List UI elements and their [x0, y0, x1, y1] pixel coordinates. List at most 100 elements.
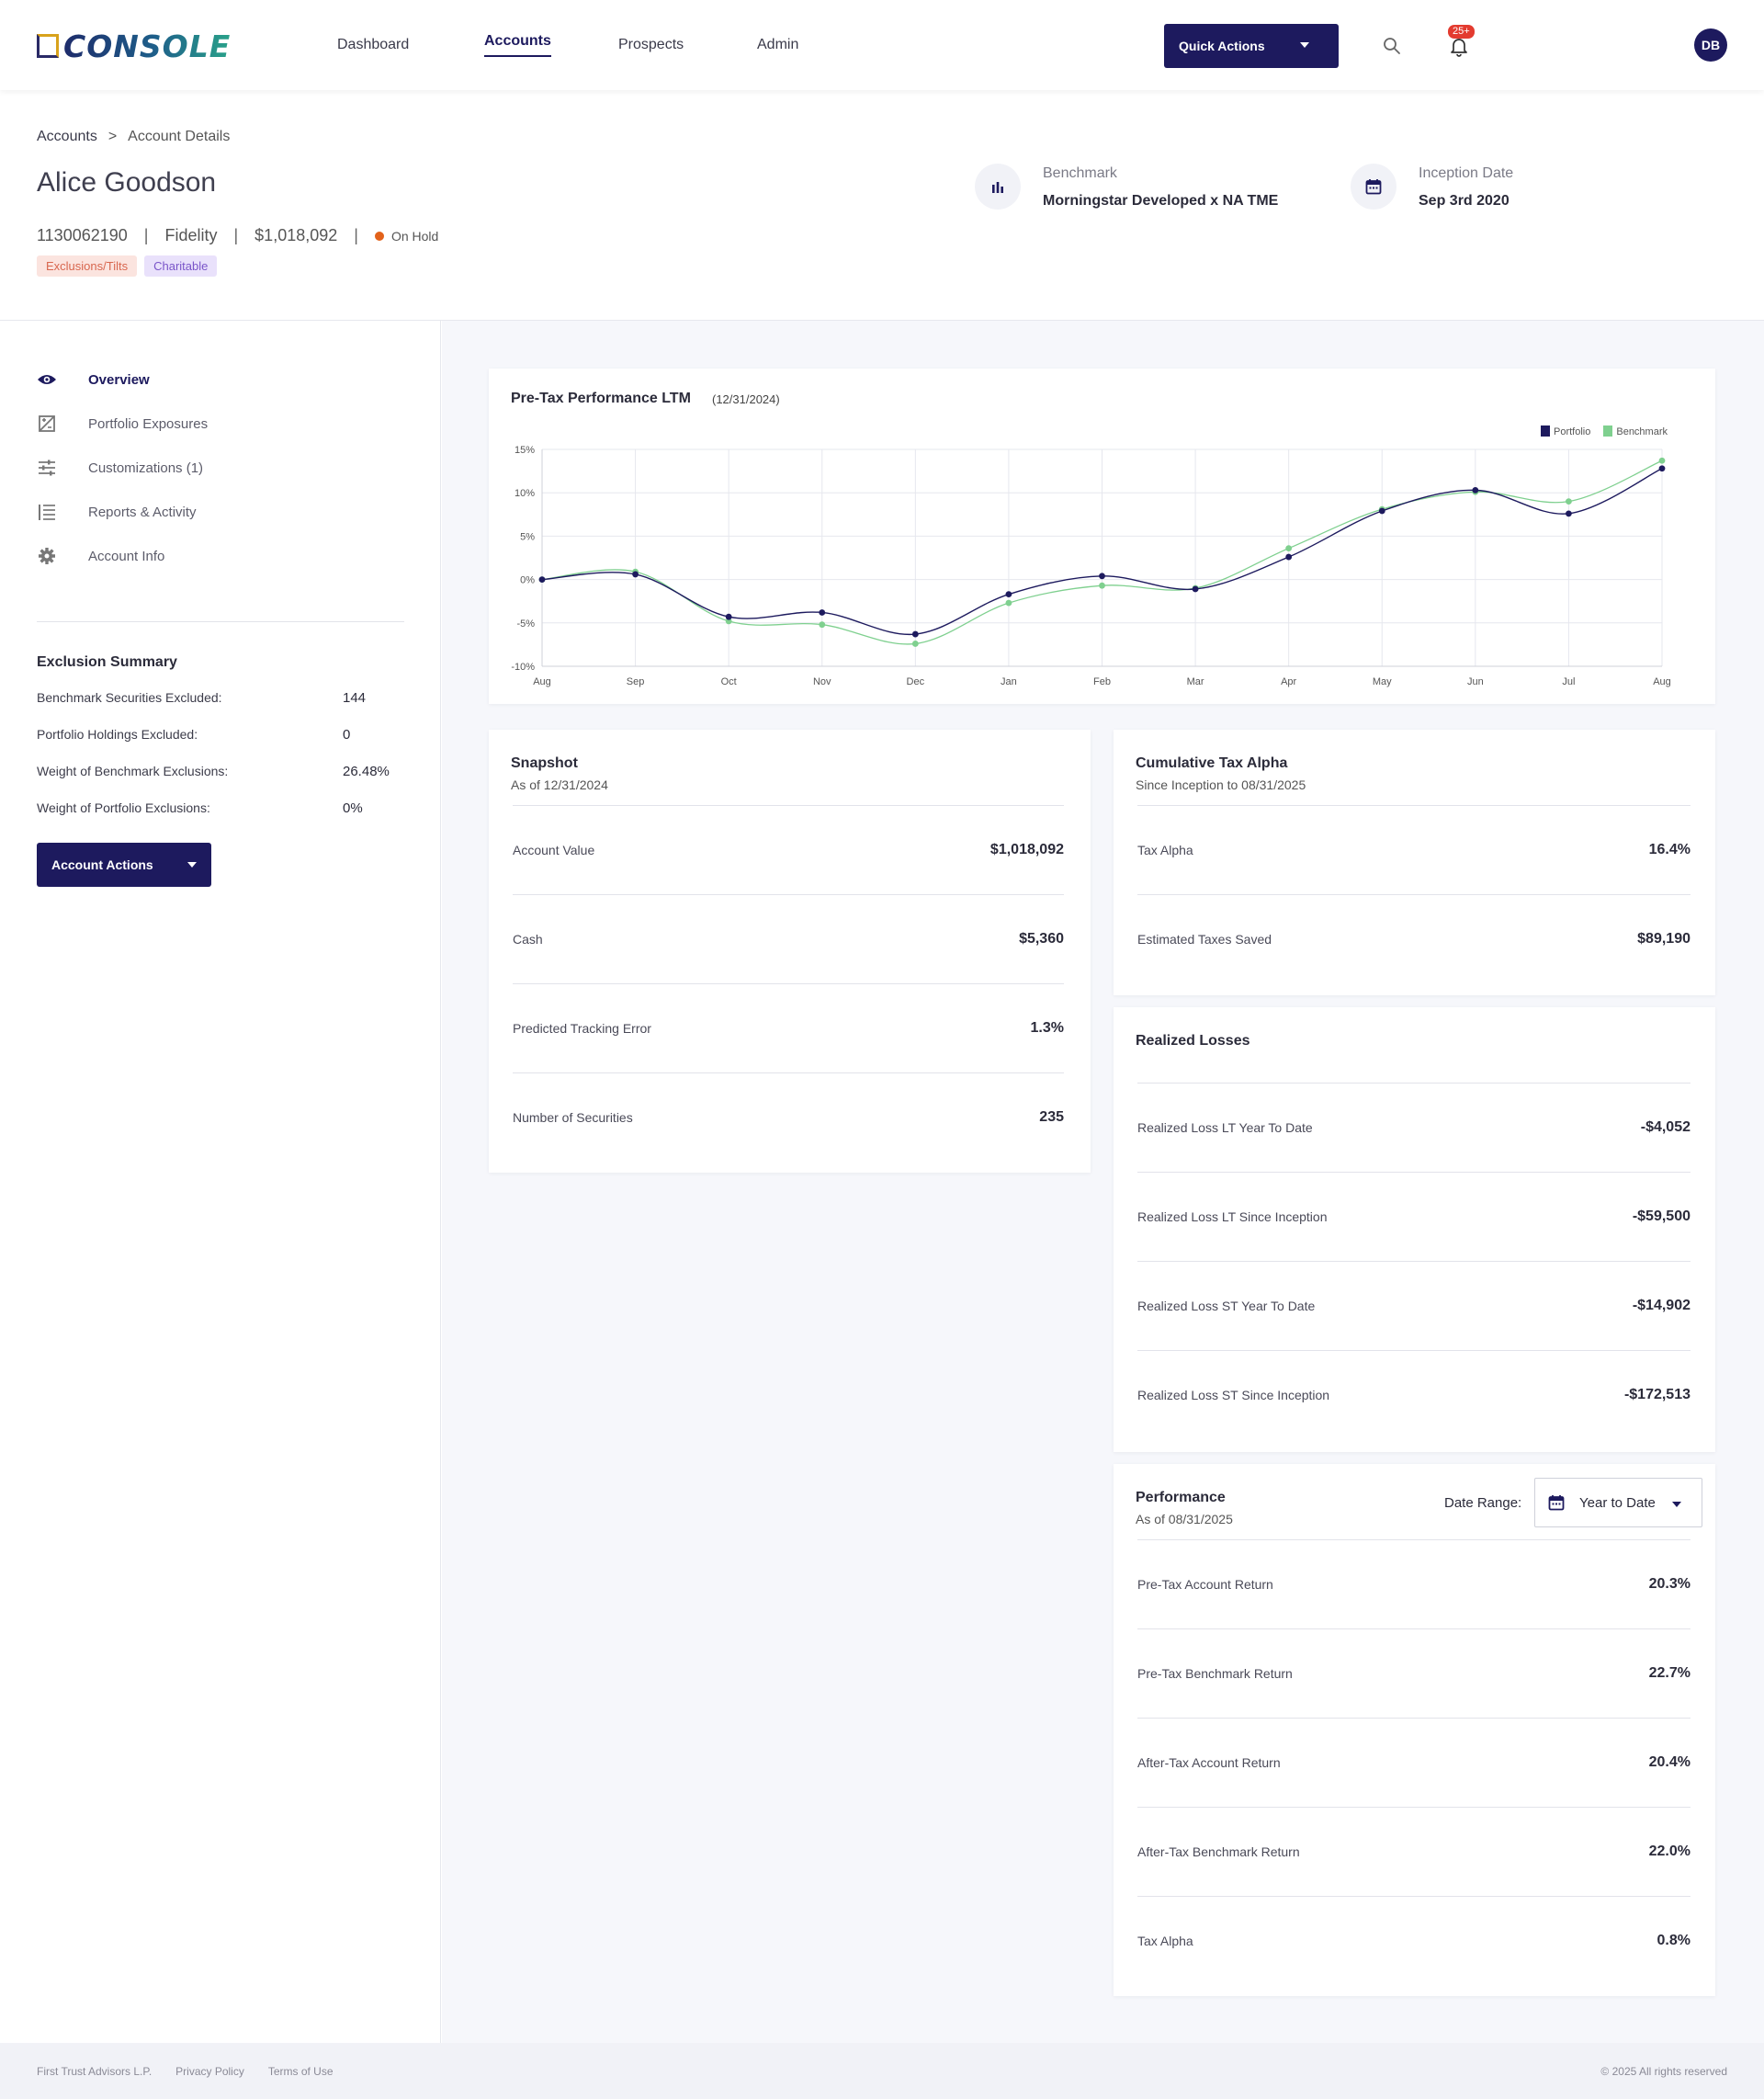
- console-logo[interactable]: CONSOLE: [37, 28, 231, 64]
- quick-actions-label: Quick Actions: [1179, 39, 1265, 53]
- tag-exclusions-tilts: Exclusions/Tilts: [37, 255, 138, 277]
- data-point-portfolio: [911, 630, 919, 638]
- footer: First Trust Advisors L.P. Privacy Policy…: [0, 2043, 1764, 2099]
- performance-row-value: 20.3%: [1648, 1576, 1690, 1592]
- footer-company-link[interactable]: First Trust Advisors L.P.: [37, 2065, 153, 2078]
- performance-row-label: After-Tax Benchmark Return: [1137, 1844, 1300, 1859]
- realized-losses-title: Realized Losses: [1136, 1033, 1250, 1049]
- y-tick-label: 0%: [520, 575, 535, 586]
- account-meta: 1130062190 | Fidelity | $1,018,092 | On …: [37, 226, 438, 245]
- x-tick-label: Aug: [1653, 676, 1671, 687]
- x-tick-label: Sep: [627, 676, 645, 687]
- sidebar-item-reports-activity[interactable]: Reports & Activity: [37, 502, 197, 522]
- data-point-portfolio: [538, 576, 546, 583]
- x-tick-label: May: [1373, 676, 1392, 687]
- inception-info: Inception Date Sep 3rd 2020: [1351, 164, 1513, 210]
- meta-separator: |: [233, 226, 239, 244]
- quick-actions-button[interactable]: Quick Actions: [1164, 24, 1339, 68]
- notification-count-badge: 25+: [1448, 25, 1475, 39]
- nav-accounts[interactable]: Accounts: [484, 33, 551, 57]
- account-name-title: Alice Goodson: [37, 167, 217, 198]
- legend-item-portfolio: Portfolio: [1541, 425, 1590, 437]
- x-tick-label: Jul: [1562, 676, 1575, 687]
- data-point-portfolio: [1099, 573, 1105, 580]
- nav-prospects[interactable]: Prospects: [618, 37, 684, 52]
- performance-row: Pre-Tax Benchmark Return 22.7%: [1137, 1628, 1690, 1718]
- breadcrumb-accounts-link[interactable]: Accounts: [37, 129, 97, 144]
- exclusion-value: 0: [343, 727, 351, 743]
- search-icon[interactable]: [1383, 37, 1401, 55]
- performance-row-value: 0.8%: [1657, 1933, 1690, 1948]
- exclusion-row: Weight of Benchmark Exclusions: 26.48%: [37, 764, 423, 779]
- chart-title: Pre-Tax Performance LTM: [511, 391, 691, 406]
- realized-loss-row: Realized Loss ST Since Inception -$172,5…: [1137, 1350, 1690, 1439]
- tag-charitable: Charitable: [144, 255, 218, 277]
- data-point-portfolio: [819, 609, 826, 616]
- snapshot-row: Number of Securities 235: [513, 1072, 1064, 1162]
- sidebar-item-overview[interactable]: Overview: [37, 369, 150, 390]
- benchmark-value: Morningstar Developed x NA TME: [1043, 193, 1279, 209]
- account-tags: Exclusions/Tilts Charitable: [37, 255, 218, 277]
- exclusion-value: 26.48%: [343, 764, 390, 779]
- data-point-benchmark: [725, 618, 732, 625]
- account-actions-button[interactable]: Account Actions: [37, 843, 211, 887]
- snapshot-row-value: $5,360: [1019, 931, 1064, 947]
- y-tick-label: -5%: [516, 618, 535, 630]
- list-icon: [37, 502, 57, 522]
- snapshot-row: Predicted Tracking Error 1.3%: [513, 983, 1064, 1072]
- meta-separator: |: [143, 226, 149, 244]
- realized-loss-value: -$4,052: [1640, 1119, 1690, 1135]
- date-range-value: Year to Date: [1579, 1494, 1656, 1511]
- breadcrumb-separator: >: [107, 129, 118, 144]
- performance-subtitle: As of 08/31/2025: [1136, 1512, 1233, 1526]
- date-range-select[interactable]: Year to Date: [1534, 1478, 1702, 1527]
- user-avatar[interactable]: DB: [1694, 28, 1727, 62]
- account-header: Accounts > Account Details Alice Goodson…: [0, 90, 1764, 321]
- inception-value: Sep 3rd 2020: [1419, 193, 1510, 209]
- data-point-benchmark: [819, 621, 826, 629]
- legend-label-benchmark: Benchmark: [1616, 426, 1668, 437]
- snapshot-row-label: Predicted Tracking Error: [513, 1021, 651, 1036]
- account-number: 1130062190: [37, 226, 128, 244]
- x-tick-label: Mar: [1187, 676, 1204, 687]
- sidebar-item-portfolio-exposures[interactable]: Portfolio Exposures: [37, 414, 208, 434]
- custodian: Fidelity: [164, 226, 218, 244]
- status-text: On Hold: [390, 228, 439, 244]
- tax-alpha-row: Tax Alpha 16.4%: [1137, 805, 1690, 894]
- data-point-benchmark: [1566, 498, 1572, 505]
- nav-admin[interactable]: Admin: [757, 37, 799, 52]
- data-point-benchmark: [1285, 545, 1293, 552]
- realized-loss-label: Realized Loss LT Since Inception: [1137, 1209, 1328, 1224]
- footer-terms-link[interactable]: Terms of Use: [267, 2065, 334, 2078]
- legend-label-portfolio: Portfolio: [1554, 426, 1591, 437]
- realized-loss-row: Realized Loss LT Year To Date -$4,052: [1137, 1083, 1690, 1172]
- exposure-icon: [37, 414, 57, 434]
- tax-alpha-row-value: $89,190: [1637, 931, 1690, 947]
- nav-dashboard[interactable]: Dashboard: [337, 37, 410, 52]
- status-dot-icon: [374, 231, 384, 241]
- bar-chart-icon: [975, 164, 1021, 210]
- data-point-portfolio: [1658, 465, 1666, 472]
- notification-bell-icon[interactable]: [1450, 37, 1468, 57]
- x-tick-label: Feb: [1093, 676, 1111, 687]
- benchmark-info: Benchmark Morningstar Developed x NA TME: [975, 164, 1278, 210]
- tax-alpha-subtitle: Since Inception to 08/31/2025: [1136, 777, 1306, 792]
- sidebar-item-customizations[interactable]: Customizations (1): [37, 458, 203, 478]
- snapshot-row-label: Number of Securities: [513, 1110, 633, 1125]
- account-value: $1,018,092: [254, 226, 338, 244]
- snapshot-row: Cash $5,360: [513, 894, 1064, 983]
- main-content: Pre-Tax Performance LTM (12/31/2024) Por…: [442, 321, 1764, 2043]
- performance-row-label: Tax Alpha: [1137, 1934, 1193, 1948]
- top-navigation-bar: CONSOLE Dashboard Accounts Prospects Adm…: [0, 0, 1764, 90]
- sidebar-item-account-info[interactable]: Account Info: [37, 546, 164, 566]
- meta-separator: |: [354, 226, 358, 244]
- exclusion-row: Weight of Portfolio Exclusions: 0%: [37, 800, 423, 816]
- footer-privacy-link[interactable]: Privacy Policy: [175, 2065, 244, 2078]
- realized-loss-label: Realized Loss ST Year To Date: [1137, 1299, 1316, 1313]
- sidebar-item-label: Customizations (1): [88, 460, 204, 476]
- tax-alpha-card: Cumulative Tax Alpha Since Inception to …: [1114, 730, 1715, 995]
- realized-loss-label: Realized Loss ST Since Inception: [1137, 1388, 1330, 1402]
- breadcrumb: Accounts > Account Details: [37, 129, 230, 145]
- account-actions-label: Account Actions: [51, 857, 153, 872]
- snapshot-row-label: Account Value: [513, 843, 595, 857]
